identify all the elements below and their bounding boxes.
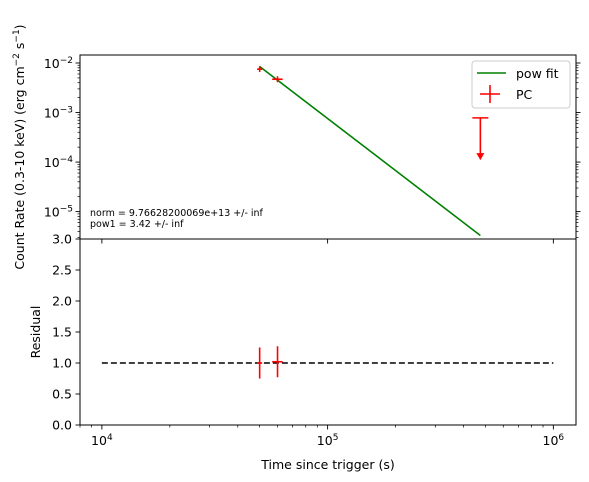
bottom-panel: 0.00.51.01.52.02.53.0 104 105 106 Residual… <box>28 232 577 472</box>
bottom-x-ticks: 104 105 106 <box>91 425 564 448</box>
y-tick-exp: −3 <box>60 106 73 116</box>
top-y-tick-label: 10−2 <box>44 56 73 71</box>
top-panel: 10−210−310−410−5 Count Rate (0.3-10 keV)… <box>12 24 581 270</box>
x-tick-base: 10 <box>91 433 107 448</box>
annotation-pow1: pow1 = 3.42 +/- inf <box>90 219 184 230</box>
x-axis-label: Time since trigger (s) <box>260 457 394 472</box>
upper-limit-arrow <box>476 153 485 161</box>
legend: pow fit PC <box>471 60 571 109</box>
x-tick-base: 10 <box>317 433 333 448</box>
ylabel-close: ) <box>12 24 27 29</box>
y-tick-exp: −5 <box>60 205 73 215</box>
ylabel-mid: s <box>12 43 27 54</box>
x-tick-label: 105 <box>317 433 339 448</box>
top-y-tick-label: 10−4 <box>44 155 73 170</box>
fit-line <box>259 65 481 237</box>
ylabel-sup-2: −1 <box>12 29 22 42</box>
upper-limit <box>472 117 489 161</box>
bottom-y-tick-label: 2.5 <box>52 263 72 278</box>
residual-point <box>272 346 283 378</box>
top-plot-area <box>257 65 489 237</box>
bottom-y-tick-label: 3.0 <box>52 232 72 247</box>
ylabel-text: Count Rate (0.3-10 keV) (erg cm <box>12 66 27 269</box>
top-y-ticks: 10−210−310−410−5 <box>44 56 581 220</box>
annotation-norm: norm = 9.76628200069e+13 +/- inf <box>90 208 264 219</box>
bottom-y-axis-label: Residual <box>28 306 43 359</box>
bottom-y-tick-label: 0.5 <box>52 387 72 402</box>
legend-data-label: PC <box>516 87 533 102</box>
top-y-axis-label: Count Rate (0.3-10 keV) (erg cm−2 s−1) <box>12 24 27 269</box>
bottom-y-tick-label: 1.0 <box>52 356 72 371</box>
x-tick-exp: 4 <box>107 433 113 443</box>
ylabel-sup-1: −2 <box>12 53 22 66</box>
x-tick-exp: 5 <box>333 433 339 443</box>
y-tick-exp: −2 <box>60 56 73 66</box>
y-tick-base: 10 <box>44 106 60 121</box>
x-tick-label: 104 <box>91 433 113 448</box>
bottom-y-tick-label: 1.5 <box>52 325 72 340</box>
bottom-plot-area <box>101 346 554 379</box>
top-y-tick-label: 10−3 <box>44 106 73 121</box>
data-point <box>257 66 263 72</box>
data-point <box>272 76 283 83</box>
x-tick-base: 10 <box>543 433 559 448</box>
x-tick-exp: 6 <box>558 433 564 443</box>
bottom-y-ticks: 0.0 0.5 1.0 1.5 2.0 2.5 3.0 <box>52 232 80 433</box>
top-y-tick-label: 10−5 <box>44 205 73 220</box>
residual-point <box>257 347 263 379</box>
x-tick-label: 106 <box>543 433 565 448</box>
y-tick-base: 10 <box>44 56 60 71</box>
legend-fit-label: pow fit <box>516 66 559 81</box>
bottom-y-tick-label: 0.0 <box>52 418 72 433</box>
y-tick-base: 10 <box>44 205 60 220</box>
y-tick-exp: −4 <box>60 155 74 165</box>
bottom-panel-frame <box>79 238 577 426</box>
y-tick-base: 10 <box>44 155 60 170</box>
bottom-y-tick-label: 2.0 <box>52 294 72 309</box>
